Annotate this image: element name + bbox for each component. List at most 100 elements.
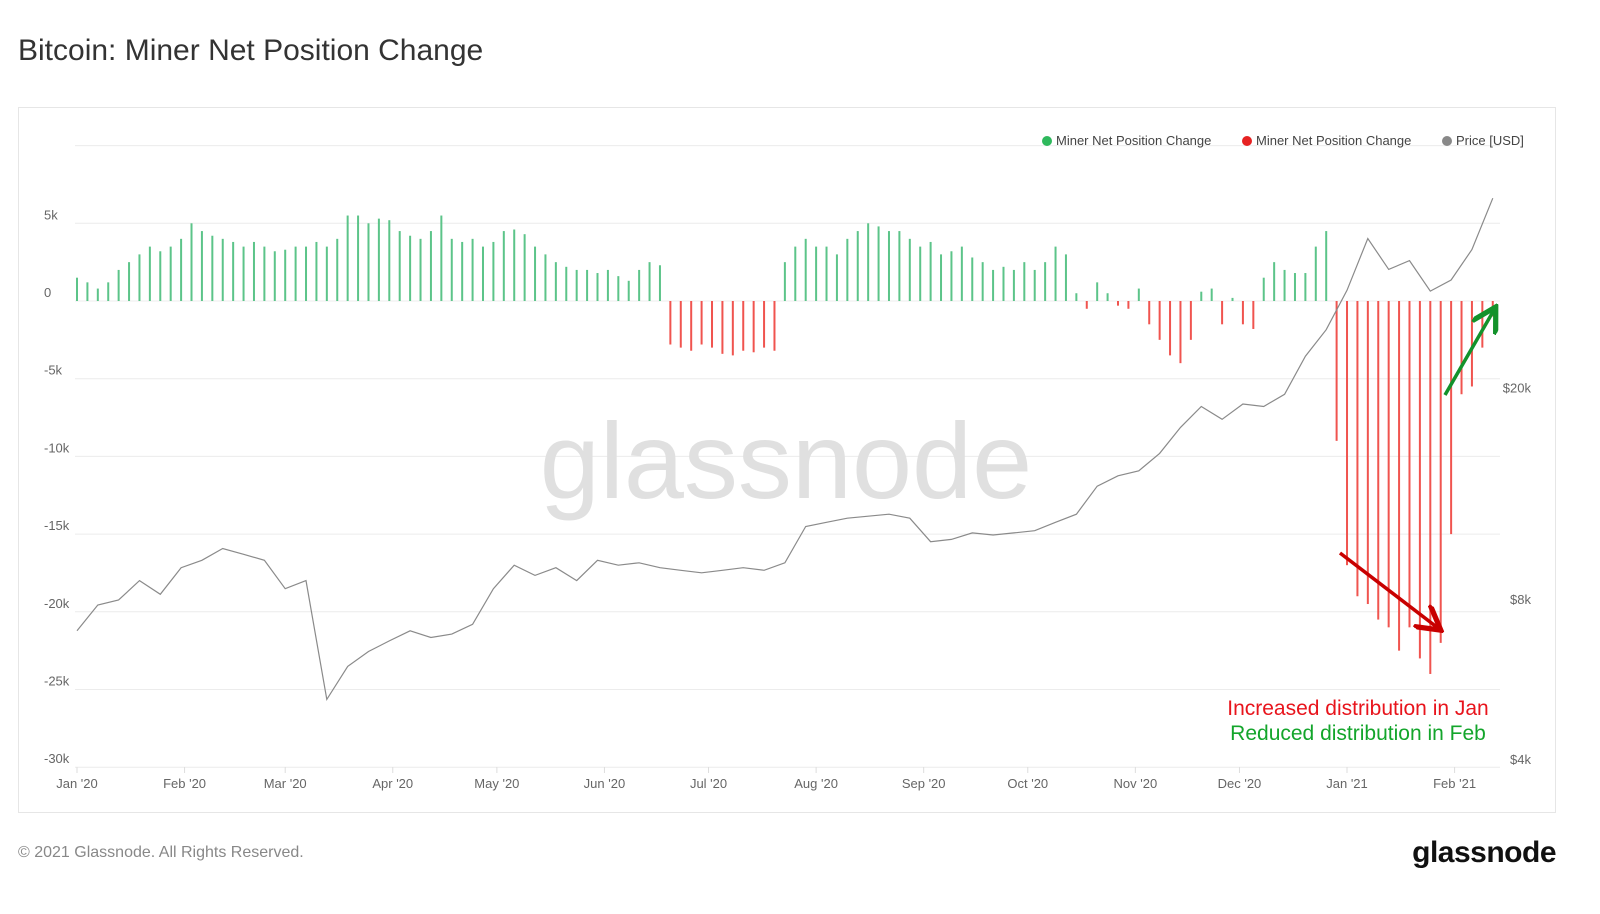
bar-negative (1481, 301, 1484, 348)
bar-positive (429, 231, 432, 301)
copyright: © 2021 Glassnode. All Rights Reserved. (18, 844, 304, 861)
bar-positive (919, 246, 922, 301)
green-arrow-annotation (1443, 310, 1494, 396)
bar-positive (523, 234, 526, 301)
bar-positive (596, 273, 599, 301)
bar-negative (1366, 301, 1369, 605)
bar-negative (1148, 301, 1151, 325)
bar-positive (940, 254, 943, 301)
bar-positive (1200, 291, 1203, 301)
x-tick-label: Aug '20 (794, 776, 838, 791)
x-tick-label: Feb '21 (1433, 776, 1476, 791)
bar-positive (242, 246, 245, 301)
y-axis-right: $20k $8k $4k (1503, 380, 1532, 767)
bar-positive (575, 269, 578, 301)
bar-positive (1325, 231, 1328, 301)
bar-positive (117, 269, 120, 301)
bar-negative (1189, 301, 1192, 340)
bar-negative (1158, 301, 1161, 340)
bar-positive (492, 241, 495, 301)
bar-positive (107, 282, 110, 301)
bar-positive (96, 288, 99, 301)
bar-positive (867, 223, 870, 301)
legend-item-price[interactable]: Price [USD] (1456, 133, 1524, 148)
bar-positive (554, 262, 557, 301)
bar-positive (534, 246, 537, 301)
y-left-tick-label: -10k (44, 440, 70, 455)
y-right-tick-label: $20k (1503, 380, 1532, 395)
bar-negative (1241, 301, 1244, 325)
bar-positive (606, 269, 609, 301)
bar-positive (1106, 293, 1109, 301)
bar-positive (232, 241, 235, 301)
bar-negative (742, 301, 745, 351)
bar-positive (783, 262, 786, 301)
bar-positive (211, 235, 214, 301)
legend-item-positive[interactable]: Miner Net Position Change (1056, 133, 1211, 148)
legend-dot-price (1442, 136, 1452, 146)
bar-negative (752, 301, 755, 353)
bar-negative (690, 301, 693, 351)
bar-positive (450, 238, 453, 301)
x-tick-label: Mar '20 (264, 776, 307, 791)
bar-positive (273, 251, 276, 301)
bar-positive (638, 269, 641, 301)
bar-positive (1137, 288, 1140, 301)
legend: Miner Net Position Change Miner Net Posi… (1042, 133, 1524, 148)
bar-positive (627, 280, 630, 301)
bar-positive (190, 223, 193, 301)
bar-positive (981, 262, 984, 301)
annotation-increased-distribution: Increased distribution in Jan (1227, 697, 1489, 720)
bar-negative (1418, 301, 1421, 659)
bar-positive (357, 215, 360, 301)
bar-positive (128, 262, 131, 301)
bar-positive (586, 269, 589, 301)
bar-positive (419, 238, 422, 301)
bar-negative (1460, 301, 1463, 395)
bar-positive (1231, 297, 1234, 301)
bar-negative (1085, 301, 1088, 309)
bar-positive (794, 246, 797, 301)
bar-negative (1117, 301, 1119, 306)
bar-positive (1023, 262, 1026, 301)
bar-positive (1273, 262, 1276, 301)
x-tick-label: Dec '20 (1218, 776, 1262, 791)
bar-positive (846, 238, 849, 301)
y-left-tick-label: -15k (44, 518, 70, 533)
bar-positive (887, 231, 890, 301)
y-left-tick-label: -5k (44, 363, 63, 378)
bar-negative (1127, 301, 1130, 309)
bar-positive (159, 251, 162, 301)
bars (76, 215, 1494, 674)
bar-positive (815, 246, 818, 301)
bar-negative (1377, 301, 1380, 620)
bar-positive (409, 235, 412, 301)
legend-dot-positive (1042, 136, 1052, 146)
bar-positive (336, 238, 339, 301)
bar-positive (138, 254, 141, 301)
bar-positive (856, 231, 859, 301)
bar-negative (1450, 301, 1453, 535)
bar-positive (1304, 273, 1307, 301)
y-axis-left: 5k 0 -5k -10k -15k -20k -25k -30k (44, 207, 70, 766)
legend-item-negative[interactable]: Miner Net Position Change (1256, 133, 1411, 148)
chart-frame (18, 107, 1556, 813)
bar-positive (1283, 269, 1286, 301)
bar-positive (440, 215, 443, 301)
x-tick-label: Feb '20 (163, 776, 206, 791)
bar-positive (1262, 277, 1265, 301)
y-left-tick-label: 5k (44, 207, 58, 222)
bar-negative (1387, 301, 1390, 628)
bar-positive (877, 226, 880, 301)
bar-positive (960, 246, 963, 301)
bar-positive (86, 282, 89, 301)
glassnode-logo[interactable]: glassnode (1412, 836, 1556, 869)
x-tick-label: Oct '20 (1007, 776, 1048, 791)
x-tick-label: May '20 (474, 776, 519, 791)
bar-positive (461, 241, 464, 301)
bar-positive (76, 277, 78, 301)
grid (75, 145, 1500, 768)
bar-positive (950, 251, 953, 301)
bar-positive (315, 241, 318, 301)
